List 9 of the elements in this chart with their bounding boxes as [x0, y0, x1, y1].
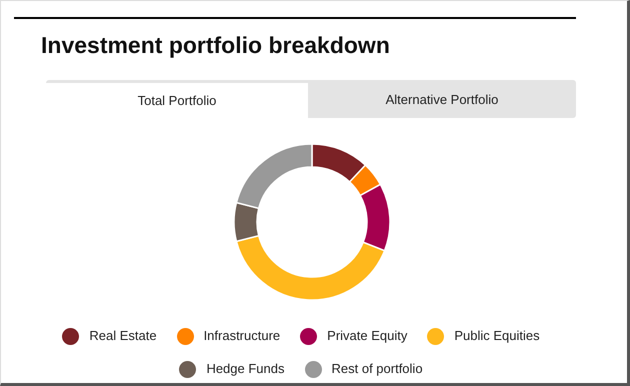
legend-label: Rest of portfolio	[332, 361, 423, 376]
legend-label: Real Estate	[89, 328, 157, 343]
chart-title: Investment portfolio breakdown	[41, 32, 390, 59]
legend-label: Private Equity	[327, 328, 408, 343]
text: Total Portfolio	[46, 83, 308, 118]
legend-label: Hedge Funds	[206, 361, 284, 376]
legend-label: Infrastructure	[204, 328, 280, 343]
legend-label: Public Equities	[454, 328, 540, 343]
text: Alternative Portfolio	[384, 90, 500, 108]
